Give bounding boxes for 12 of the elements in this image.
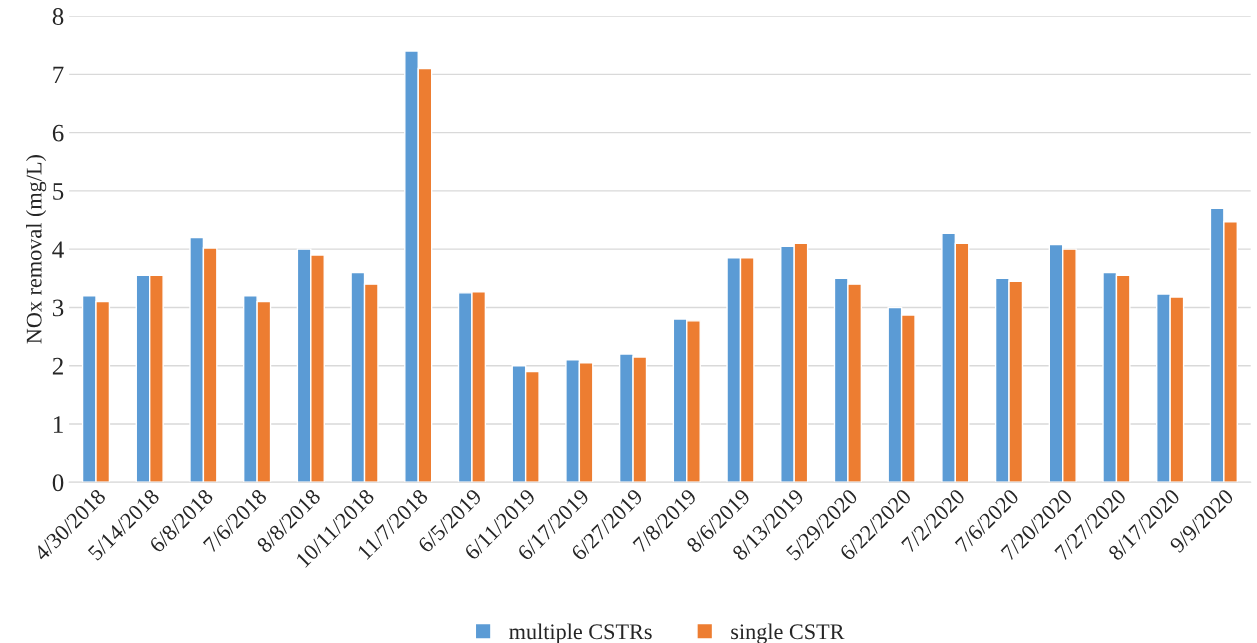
y-tick-label: 6 [52, 124, 64, 142]
y-axis-title: NOx removal (mg/L) [26, 155, 47, 344]
y-tick-label: 3 [52, 299, 64, 317]
legend-label: multiple CSTRs [509, 623, 652, 643]
y-tick-label: 5 [53, 183, 64, 200]
y-tick-label: 4 [52, 241, 64, 258]
y-tick-label: 7 [53, 66, 64, 84]
y-tick-label: 8 [52, 8, 64, 25]
y-tick-label: 2 [52, 357, 63, 375]
y-tick-label: 0 [52, 474, 64, 492]
legend-label: single CSTR [731, 623, 845, 643]
y-tick-label: 1 [53, 416, 63, 433]
